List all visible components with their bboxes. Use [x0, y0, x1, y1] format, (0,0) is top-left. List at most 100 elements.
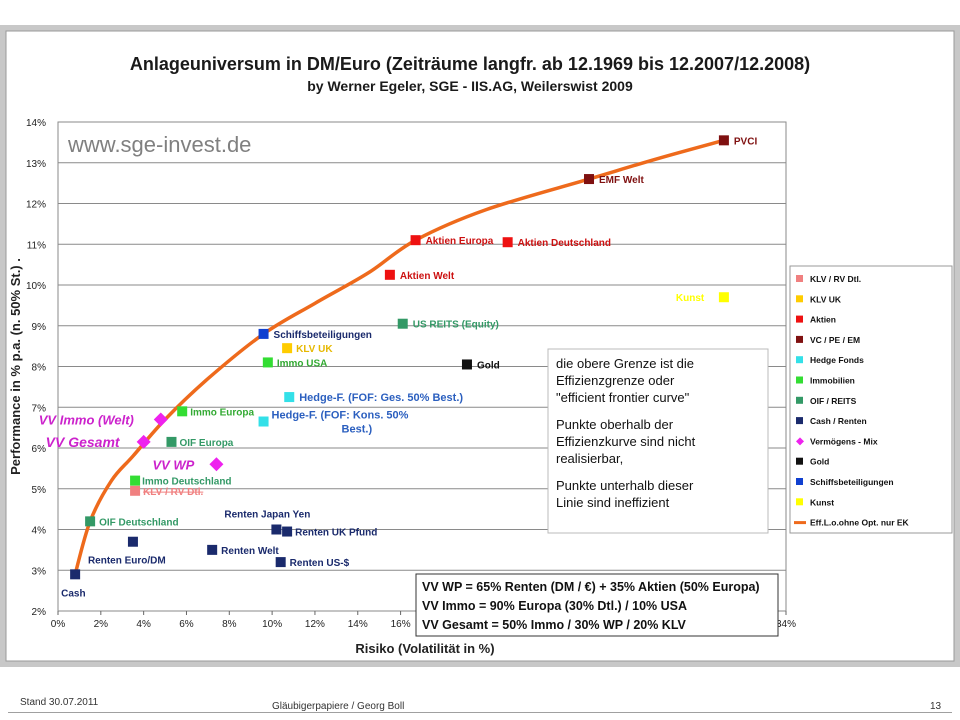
data-label: Hedge-F. (FOF: Kons. 50% Best.): [272, 410, 409, 436]
legend-label: Hedge Fonds: [810, 355, 864, 365]
data-label: KLV / RV Dtl.: [143, 487, 203, 498]
x-tick-label: 14%: [348, 619, 368, 630]
x-axis-label: Risiko (Volatilität in %): [355, 641, 494, 656]
legend-marker: [796, 478, 803, 485]
data-label: OIF Deutschland: [99, 517, 178, 528]
legend-marker: [796, 396, 803, 404]
data-point: [584, 174, 595, 185]
footer-author: Gläubigerpapiere / Georg Boll: [272, 701, 405, 712]
x-tick-label: 0%: [51, 619, 66, 630]
x-tick-label: 10%: [262, 619, 282, 630]
chart: Anlageuniversum in DM/Euro (Zeiträume la…: [5, 30, 955, 662]
data-label: VV Immo (Welt): [39, 412, 134, 427]
data-point: [85, 516, 96, 527]
data-point: [177, 406, 188, 417]
data-label: PVCI: [734, 136, 758, 147]
legend-label: Gold: [810, 457, 829, 467]
note-paragraph: Punkte unterhalb dieser Linie sind ineffi…: [556, 478, 694, 510]
legend-marker: [796, 498, 803, 506]
y-tick-label: 14%: [26, 118, 46, 129]
y-tick-label: 11%: [27, 240, 46, 251]
x-tick-label: 16%: [391, 619, 411, 630]
y-tick-label: 2%: [32, 607, 47, 618]
data-point: [130, 475, 141, 486]
data-point: [130, 485, 141, 496]
data-point-diamond: [209, 457, 224, 472]
data-point: [384, 269, 395, 280]
data-point: [284, 392, 295, 403]
y-tick-label: 8%: [32, 363, 47, 374]
legend-marker: [796, 275, 803, 282]
y-tick-label: 13%: [26, 159, 46, 170]
legend-marker: [796, 417, 803, 425]
legend-marker: [796, 437, 804, 446]
data-point: [166, 436, 177, 447]
y-axis-label: Performance in % p.a. (n. 50% St.) .: [8, 258, 23, 475]
data-point: [282, 343, 293, 354]
data-point: [718, 135, 729, 146]
legend-marker: [796, 376, 803, 384]
data-label: EMF Welt: [599, 175, 644, 186]
data-label: Gold: [477, 360, 500, 371]
x-tick-label: 12%: [305, 619, 325, 630]
legend-label: KLV / RV Dtl.: [810, 274, 861, 284]
data-label: US REITS (Equity): [413, 320, 499, 331]
data-label: KLV UK: [296, 344, 333, 355]
data-point: [397, 318, 408, 329]
data-label: Aktien Europa: [426, 236, 494, 247]
data-label: Aktien Deutschland: [518, 238, 611, 249]
mix-box: [415, 573, 779, 637]
legend-label: Eff.L.o.ohne Opt. nur EK: [810, 518, 910, 528]
legend-label: Immobilien: [810, 376, 855, 386]
mix-box-line: VV WP = 65% Renten (DM / €) + 35% Aktien…: [422, 580, 760, 594]
data-label: Immo USA: [277, 358, 328, 369]
mix-box-line: VV Gesamt = 50% Immo / 30% WP / 20% KLV: [422, 618, 687, 632]
data-point: [258, 328, 269, 339]
legend-label: Cash / Renten: [810, 416, 867, 426]
data-label: Renten Euro/DM: [88, 556, 166, 567]
data-label: VV Gesamt: [46, 434, 121, 450]
page-number: 13: [930, 701, 942, 712]
legend-marker: [796, 295, 803, 303]
y-tick-label: 5%: [32, 485, 47, 496]
data-point-diamond: [153, 412, 168, 427]
data-label: Schiffsbeteiligungen: [274, 330, 372, 341]
chart-title: Anlageuniversum in DM/Euro (Zeiträume la…: [130, 54, 810, 74]
note-box: [547, 348, 769, 534]
y-tick-label: 4%: [32, 526, 47, 537]
data-label: Renten US-$: [290, 558, 350, 569]
data-label: Immo Europa: [190, 407, 254, 418]
data-label: Aktien Welt: [400, 271, 455, 282]
data-point: [258, 416, 269, 427]
footer-date: Stand 30.07.2011: [20, 697, 99, 708]
legend-label: VC / PE / EM: [810, 335, 860, 345]
x-tick-label: 8%: [222, 619, 237, 630]
y-tick-label: 12%: [26, 200, 46, 211]
data-point: [718, 292, 729, 303]
data-point: [271, 524, 282, 535]
legend-marker: [796, 457, 803, 465]
data-label: Renten Welt: [221, 546, 279, 557]
y-tick-label: 9%: [32, 322, 47, 333]
y-tick-label: 6%: [32, 444, 47, 455]
legend-marker: [796, 315, 803, 323]
legend-label: KLV UK: [810, 294, 842, 304]
data-label: OIF Europa: [179, 438, 233, 449]
data-point: [275, 557, 286, 568]
y-tick-label: 10%: [26, 281, 46, 292]
data-point: [502, 237, 513, 248]
footer-divider: [8, 712, 952, 713]
chart-frame: Anlageuniversum in DM/Euro (Zeiträume la…: [0, 25, 960, 667]
data-label: VV WP: [152, 457, 194, 472]
legend-label: Aktien: [810, 315, 836, 325]
data-label: Renten Japan Yen: [224, 510, 310, 521]
data-point: [262, 357, 273, 368]
legend-marker: [796, 356, 803, 364]
y-tick-label: 7%: [32, 403, 47, 414]
legend-box: [789, 265, 953, 534]
data-point: [127, 536, 138, 547]
data-point: [207, 544, 218, 555]
x-tick-label: 6%: [179, 619, 194, 630]
legend-label: Kunst: [810, 497, 834, 507]
